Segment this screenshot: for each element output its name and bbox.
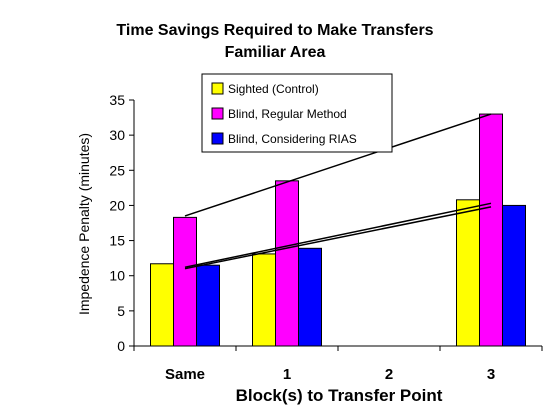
bar-blind-regular-method-3 — [479, 113, 503, 347]
y-tick-label-30: 30 — [109, 127, 125, 143]
legend-label-sighted: Sighted (Control) — [228, 82, 319, 96]
legend-swatch-blind-regular — [211, 107, 224, 120]
y-tick-label-25: 25 — [109, 162, 125, 178]
legend-box — [201, 73, 393, 153]
legend-label-blind-rias: Blind, Considering RIAS — [228, 132, 357, 146]
legend-swatch-blind-rias — [211, 132, 224, 145]
plot-area: 0 5 10 15 20 25 30 35 Same 1 2 3 — [109, 92, 543, 383]
x-tick-label-2: 2 — [385, 366, 393, 383]
bar-sighted-control-same — [150, 263, 174, 347]
y-tick-label-35: 35 — [109, 92, 125, 108]
y-tick-label-10: 10 — [109, 268, 125, 284]
bar-blind-considering-rias-3 — [502, 204, 526, 347]
chart-title: Time Savings Required to Make Transfers — [116, 22, 433, 39]
y-tick-label-15: 15 — [109, 233, 125, 249]
trendline-2 — [184, 113, 492, 217]
y-axis-label: Impedence Penalty (minutes) — [76, 133, 92, 315]
y-tick-label-0: 0 — [117, 338, 125, 354]
x-axis-label: Block(s) to Transfer Point — [236, 386, 443, 405]
bar-blind-considering-rias-same — [196, 264, 220, 347]
x-tick-label-1: 1 — [283, 366, 291, 383]
bar-blind-regular-method-1 — [275, 180, 299, 347]
bar-blind-regular-method-same — [173, 216, 197, 347]
bar-sighted-control-3 — [456, 199, 480, 347]
y-tick-label-5: 5 — [117, 303, 125, 319]
trendline-3 — [184, 206, 492, 270]
trendline-1 — [184, 202, 492, 269]
chart-subtitle: Familiar Area — [225, 44, 326, 61]
legend-swatch-sighted — [211, 82, 224, 95]
legend: Sighted (Control) Blind, Regular Method … — [201, 73, 393, 153]
bar-sighted-control-1 — [252, 253, 276, 347]
y-tick-label-20: 20 — [109, 197, 125, 213]
legend-label-blind-regular: Blind, Regular Method — [228, 107, 347, 121]
x-tick-label-same: Same — [165, 366, 205, 383]
bar-blind-considering-rias-1 — [298, 247, 322, 347]
x-tick-label-3: 3 — [487, 366, 495, 383]
